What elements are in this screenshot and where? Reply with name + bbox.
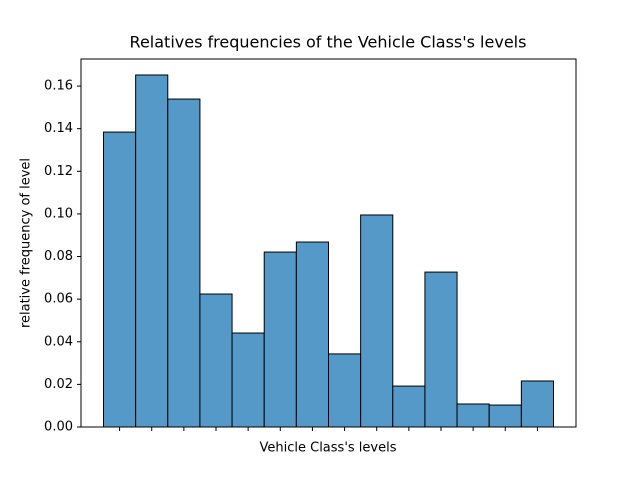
bar (199, 293, 233, 428)
axes-frame (80, 58, 577, 428)
y-tick-label: 0.06 (44, 292, 73, 307)
y-axis-label: relative frequency of level (19, 158, 34, 328)
bar (520, 380, 554, 428)
chart-title: Relatives frequencies of the Vehicle Cla… (130, 33, 527, 52)
y-tick-label: 0.02 (44, 377, 73, 392)
bar (392, 385, 426, 428)
y-tick-label: 0.00 (44, 420, 73, 435)
bar (360, 214, 394, 428)
y-tick-label: 0.10 (44, 206, 73, 221)
bar (456, 403, 490, 428)
bar (135, 74, 169, 428)
y-tick-label: 0.14 (44, 121, 73, 136)
bar (167, 98, 201, 428)
bar (328, 353, 362, 428)
x-axis-label: Vehicle Class's levels (260, 441, 397, 456)
bar (263, 251, 297, 428)
y-tick-label: 0.16 (44, 79, 73, 94)
bar (295, 241, 330, 428)
y-tick-label: 0.08 (44, 249, 73, 264)
y-tick-label: 0.04 (44, 334, 73, 349)
bar (488, 404, 522, 428)
bar (103, 131, 137, 428)
bar (424, 271, 458, 428)
bar (231, 332, 265, 428)
y-tick-label: 0.12 (44, 164, 73, 179)
